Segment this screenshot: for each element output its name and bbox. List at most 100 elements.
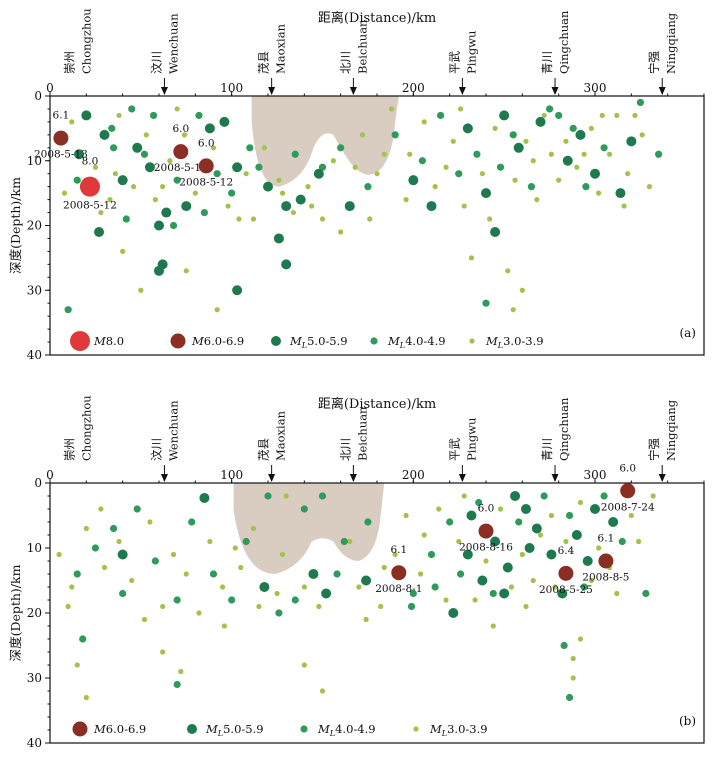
event-ml4	[340, 537, 348, 546]
event-ml5	[562, 155, 573, 166]
event-ml3	[596, 190, 602, 196]
event-ml3	[392, 551, 398, 558]
event-ml5	[99, 129, 110, 140]
event-ml3	[214, 307, 220, 313]
place-name-zh: 崇州	[62, 51, 76, 74]
x-tick-label: 200	[402, 468, 425, 482]
place-name-en: Wenchuan	[166, 400, 180, 461]
event-ml4	[475, 498, 483, 507]
event-m6	[620, 483, 636, 499]
event-ml3	[443, 597, 449, 603]
event-magnitude-label: 6.0	[172, 123, 189, 135]
event-ml3	[130, 184, 137, 190]
event-ml3	[316, 603, 322, 610]
event-ml3	[167, 158, 173, 164]
event-ml4	[242, 537, 250, 546]
event-ml3	[181, 132, 188, 138]
event-ml3	[309, 203, 315, 209]
event-ml3	[599, 112, 605, 119]
event-ml4	[333, 570, 341, 578]
event-ml3	[443, 164, 449, 170]
event-ml4	[151, 557, 159, 565]
event-ml3	[112, 171, 118, 177]
event-ml5	[263, 181, 273, 192]
event-ml5	[590, 168, 600, 179]
event-ml3	[92, 164, 99, 170]
legend-marker-ml5	[187, 724, 197, 734]
legend-label-ml5: ML5.0-5.9	[289, 334, 348, 350]
event-ml4	[496, 163, 505, 171]
event-ml4	[455, 170, 463, 178]
y-tick-label: 30	[27, 671, 42, 685]
event-ml5	[571, 530, 582, 540]
event-ml4	[73, 570, 81, 578]
event-ml5	[281, 201, 292, 212]
event-ml3	[98, 209, 104, 216]
event-ml4	[565, 693, 574, 702]
event-ml4	[482, 299, 490, 307]
event-ml3	[421, 532, 427, 538]
legend-marker-m6	[170, 333, 186, 349]
event-ml3	[279, 190, 286, 196]
event-ml3	[625, 171, 631, 177]
event-ml5	[510, 491, 521, 501]
event-ml3	[160, 603, 166, 610]
event-ml3	[606, 151, 613, 157]
event-ml3	[490, 623, 496, 629]
event-date-label: 2008-8-16	[459, 542, 513, 554]
y-axis-label: 深度(Depth)/km	[8, 177, 23, 274]
event-ml5	[295, 194, 306, 205]
event-ml5	[132, 142, 143, 153]
legend-marker-ml3	[413, 726, 419, 732]
legend-label-ml4: ML4.0-4.9	[387, 334, 446, 350]
event-ml5	[557, 588, 568, 599]
event-ml3	[319, 216, 326, 222]
place-name-zh: 青川	[540, 438, 554, 461]
event-ml3	[457, 106, 464, 112]
event-ml4	[318, 492, 327, 500]
event-m6	[478, 523, 494, 539]
event-ml4	[364, 183, 372, 191]
event-ml4	[456, 570, 465, 578]
event-ml4	[431, 583, 439, 591]
event-ml3	[519, 287, 525, 293]
event-ml4	[540, 492, 548, 500]
legend-marker-m6	[72, 721, 88, 737]
event-ml5	[154, 265, 164, 276]
event-ml5	[499, 110, 510, 121]
place-arrow-head	[160, 474, 168, 482]
event-ml3	[232, 545, 238, 551]
event-ml3	[276, 177, 282, 183]
x-tick-label: 300	[584, 468, 607, 482]
event-ml3	[363, 616, 369, 623]
event-ml3	[301, 584, 307, 590]
event-ml3	[279, 551, 286, 558]
event-ml3	[381, 151, 387, 157]
event-ml5	[199, 492, 210, 503]
event-ml3	[639, 132, 645, 138]
event-ml5	[524, 543, 535, 553]
event-ml3	[570, 655, 576, 662]
event-ml3	[497, 506, 504, 512]
event-ml3	[101, 564, 108, 571]
event-ml3	[210, 145, 217, 151]
event-ml3	[98, 506, 104, 512]
event-ml3	[352, 164, 358, 170]
event-ml5	[535, 116, 546, 127]
event-ml3	[250, 525, 257, 532]
panel-title: 距离(Distance)/km	[318, 10, 436, 26]
event-ml3	[472, 597, 478, 603]
event-ml4	[427, 550, 436, 559]
event-ml3	[552, 584, 558, 590]
event-ml5	[154, 220, 164, 231]
event-ml3	[537, 532, 544, 538]
x-tick-label: 100	[220, 468, 243, 482]
place-name-zh: 北川	[338, 51, 352, 74]
event-ml3	[548, 512, 555, 519]
event-ml3	[290, 209, 297, 216]
event-ml3	[116, 112, 122, 119]
place-name-zh: 北川	[338, 438, 352, 461]
y-tick-label: 40	[27, 736, 42, 750]
topography-shade	[251, 96, 399, 187]
place-name-zh: 崇州	[62, 438, 76, 461]
